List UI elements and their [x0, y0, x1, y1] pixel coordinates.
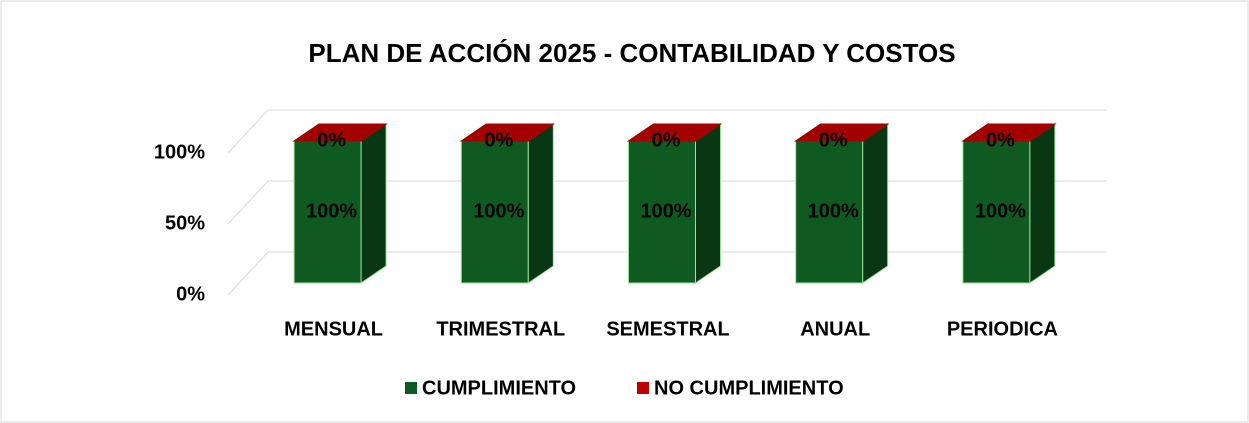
data-label: 100% — [975, 200, 1026, 222]
data-label: 0% — [986, 129, 1015, 151]
bar-top — [961, 123, 1057, 142]
data-label: 100% — [808, 200, 859, 222]
bar-front — [795, 140, 864, 284]
data-label: 100% — [306, 200, 357, 222]
x-tick-label: PERIODICA — [947, 318, 1058, 340]
bar-side — [360, 123, 387, 284]
bar-side — [1029, 123, 1056, 284]
y-tick-label: 0% — [176, 283, 205, 305]
grid-line-side — [227, 180, 269, 225]
bar-side — [862, 123, 889, 284]
data-label: 100% — [640, 200, 691, 222]
legend-swatch — [637, 382, 649, 394]
bar-front — [628, 140, 696, 284]
bar-top — [292, 123, 388, 142]
data-label: 0% — [484, 129, 513, 151]
y-tick-label: 100% — [154, 141, 205, 163]
grid-line-side — [227, 109, 269, 154]
bar-top — [626, 123, 723, 142]
legend-swatch — [405, 382, 417, 394]
bar-front — [962, 140, 1031, 284]
x-tick-label: ANUAL — [800, 318, 870, 340]
bar-top — [794, 123, 890, 142]
data-label: 0% — [652, 129, 681, 151]
grid-line-side — [227, 251, 269, 296]
legend-label: CUMPLIMIENTO — [422, 377, 576, 399]
data-label: 0% — [317, 129, 346, 151]
chart-title: PLAN DE ACCIÓN 2025 - CONTABILIDAD Y COS… — [308, 38, 955, 68]
data-label: 0% — [819, 129, 848, 151]
bar-top — [459, 123, 555, 142]
y-tick-label: 50% — [165, 212, 205, 234]
x-tick-label: SEMESTRAL — [606, 318, 729, 340]
legend-label: NO CUMPLIMIENTO — [654, 377, 844, 399]
data-label: 100% — [473, 200, 524, 222]
bar-side — [527, 123, 554, 284]
bar-side — [695, 123, 721, 284]
x-tick-label: TRIMESTRAL — [436, 318, 565, 340]
x-tick-label: MENSUAL — [284, 318, 383, 340]
